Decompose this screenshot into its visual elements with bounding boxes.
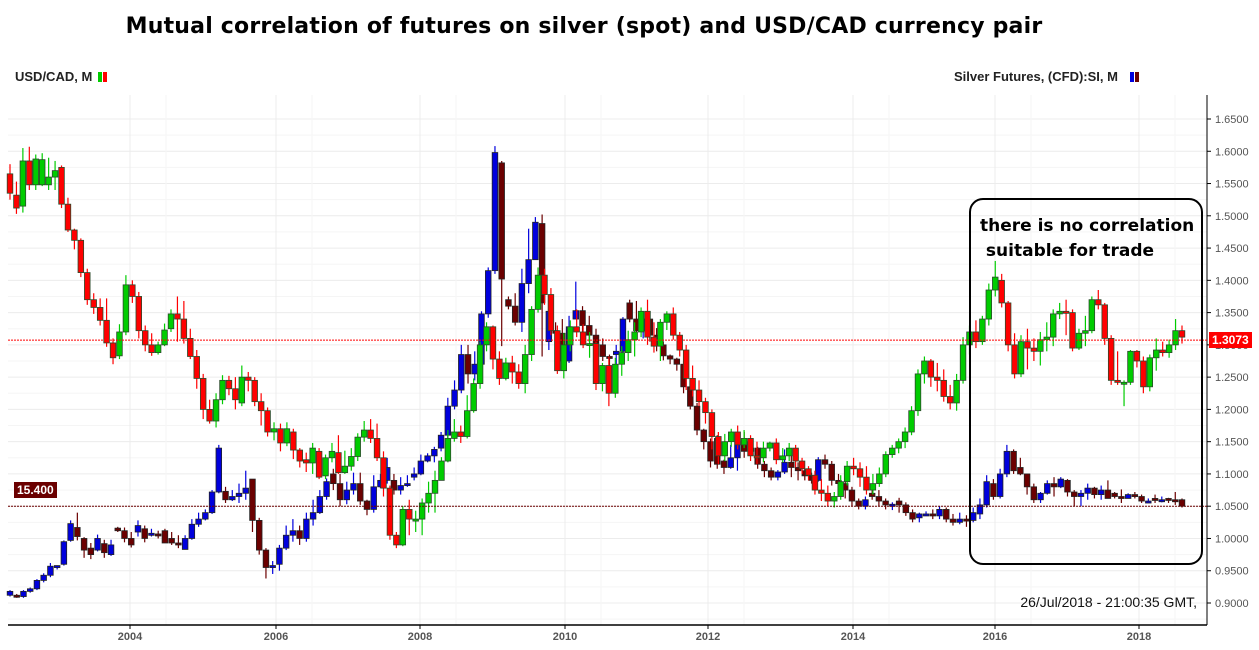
svg-text:1.6000: 1.6000 xyxy=(1215,146,1249,158)
legend-silver-label: Silver Futures, (CFD):SI, M xyxy=(954,69,1118,84)
silver-candles xyxy=(6,146,1186,598)
annotation-line-1: there is no correlation xyxy=(980,216,1195,236)
svg-text:1.2000: 1.2000 xyxy=(1215,404,1249,416)
svg-text:2010: 2010 xyxy=(553,631,577,643)
svg-text:1.4500: 1.4500 xyxy=(1215,243,1249,255)
usdcad-last-price-tag: 1.3073 xyxy=(1209,332,1252,348)
candle-color-swatch-icon xyxy=(98,71,108,82)
svg-text:1.0000: 1.0000 xyxy=(1215,533,1249,545)
svg-text:2016: 2016 xyxy=(983,631,1007,643)
svg-text:1.4000: 1.4000 xyxy=(1215,275,1249,287)
svg-text:2018: 2018 xyxy=(1127,631,1151,643)
legend-usdcad: USD/CAD, M xyxy=(15,69,108,84)
legend-usdcad-label: USD/CAD, M xyxy=(15,69,93,84)
svg-text:1.5000: 1.5000 xyxy=(1215,211,1249,223)
svg-text:0.9500: 0.9500 xyxy=(1215,566,1249,578)
silver-last-price-tag: 15.400 xyxy=(14,482,57,498)
svg-text:2004: 2004 xyxy=(118,631,143,643)
svg-text:2006: 2006 xyxy=(264,631,288,643)
svg-text:1.1500: 1.1500 xyxy=(1215,437,1249,449)
svg-text:2012: 2012 xyxy=(696,631,720,643)
annotation-text: there is no correlation suitable for tra… xyxy=(980,214,1194,264)
svg-text:1.0500: 1.0500 xyxy=(1215,501,1249,513)
annotation-line-2: suitable for trade xyxy=(980,241,1155,261)
svg-text:1.5500: 1.5500 xyxy=(1215,179,1249,191)
svg-text:1.6500: 1.6500 xyxy=(1215,114,1249,126)
svg-text:2008: 2008 xyxy=(408,631,432,643)
svg-text:0.9000: 0.9000 xyxy=(1215,598,1249,610)
svg-text:1.3500: 1.3500 xyxy=(1215,308,1249,320)
svg-text:1.1000: 1.1000 xyxy=(1215,469,1249,481)
candle-color-swatch-icon xyxy=(1129,71,1139,82)
chart-title: Mutual correlation of futures on silver … xyxy=(125,14,1043,39)
timestamp: 26/Jul/2018 - 21:00:35 GMT, xyxy=(1020,594,1197,610)
svg-text:1.2500: 1.2500 xyxy=(1215,372,1249,384)
annotation-box xyxy=(969,198,1203,565)
svg-text:2014: 2014 xyxy=(841,631,866,643)
usdcad-candles xyxy=(6,146,1186,549)
legend-silver: Silver Futures, (CFD):SI, M xyxy=(954,69,1139,84)
